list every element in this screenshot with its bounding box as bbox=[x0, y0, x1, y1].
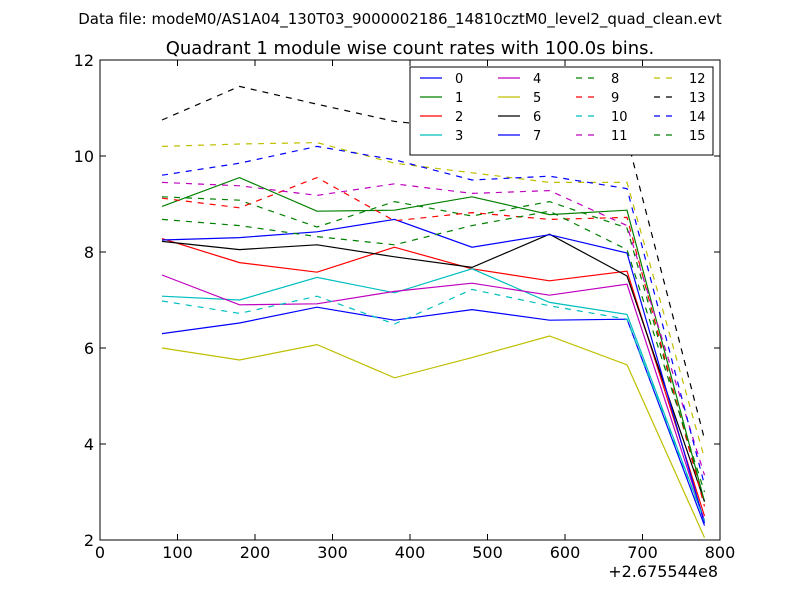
series-line-5 bbox=[161, 335, 706, 538]
chart-title: Quadrant 1 module wise count rates with … bbox=[166, 38, 655, 59]
x-tick-label: 700 bbox=[627, 543, 658, 562]
series-line-11 bbox=[161, 181, 706, 476]
y-tick-label: 6 bbox=[84, 339, 94, 358]
y-tick-label: 4 bbox=[84, 435, 94, 454]
series-line-14 bbox=[161, 145, 706, 485]
series-line-12 bbox=[161, 141, 706, 459]
series-line-9 bbox=[161, 176, 706, 507]
series-line-4 bbox=[161, 274, 706, 521]
x-tick-label: 100 bbox=[162, 543, 193, 562]
legend-label-7: 7 bbox=[533, 129, 541, 144]
series-line-10 bbox=[161, 288, 706, 522]
x-tick-label: 800 bbox=[705, 543, 736, 562]
series-line-8 bbox=[161, 196, 706, 502]
legend-label-9: 9 bbox=[611, 91, 619, 106]
legend-box bbox=[409, 66, 714, 156]
legend-label-10: 10 bbox=[611, 110, 628, 125]
legend-label-6: 6 bbox=[533, 110, 541, 125]
series-line-15 bbox=[161, 210, 706, 493]
x-tick-label: 200 bbox=[240, 543, 271, 562]
series-layer bbox=[161, 85, 706, 538]
x-tick-label: 500 bbox=[472, 543, 503, 562]
y-tick-label: 12 bbox=[74, 51, 94, 70]
series-line-3 bbox=[161, 268, 706, 522]
legend-label-3: 3 bbox=[455, 129, 463, 144]
series-line-7 bbox=[161, 218, 706, 524]
legend-label-2: 2 bbox=[455, 110, 463, 125]
x-tick-label: 600 bbox=[550, 543, 581, 562]
legend-label-1: 1 bbox=[455, 91, 463, 106]
y-tick-label: 10 bbox=[74, 147, 94, 166]
x-tick-label: 0 bbox=[95, 543, 105, 562]
data-file-header: Data file: modeM0/AS1A04_130T03_90000021… bbox=[78, 10, 722, 29]
series-line-2 bbox=[161, 238, 706, 517]
legend-label-11: 11 bbox=[611, 129, 628, 144]
legend-label-15: 15 bbox=[689, 129, 706, 144]
y-tick-label: 8 bbox=[84, 243, 94, 262]
legend-label-0: 0 bbox=[455, 72, 463, 87]
x-tick-label: 300 bbox=[317, 543, 348, 562]
legend-label-4: 4 bbox=[533, 72, 541, 87]
series-line-13 bbox=[161, 85, 706, 440]
series-line-1 bbox=[161, 176, 706, 502]
legend-label-13: 13 bbox=[689, 91, 706, 106]
legend-label-5: 5 bbox=[533, 91, 541, 106]
legend-label-8: 8 bbox=[611, 72, 619, 87]
x-offset-label: +2.675544e8 bbox=[608, 562, 718, 581]
legend-label-12: 12 bbox=[689, 72, 706, 87]
y-tick-label: 2 bbox=[84, 531, 94, 550]
legend-label-14: 14 bbox=[689, 110, 706, 125]
series-line-6 bbox=[161, 233, 706, 502]
series-line-0 bbox=[161, 306, 706, 526]
x-tick-label: 400 bbox=[395, 543, 426, 562]
